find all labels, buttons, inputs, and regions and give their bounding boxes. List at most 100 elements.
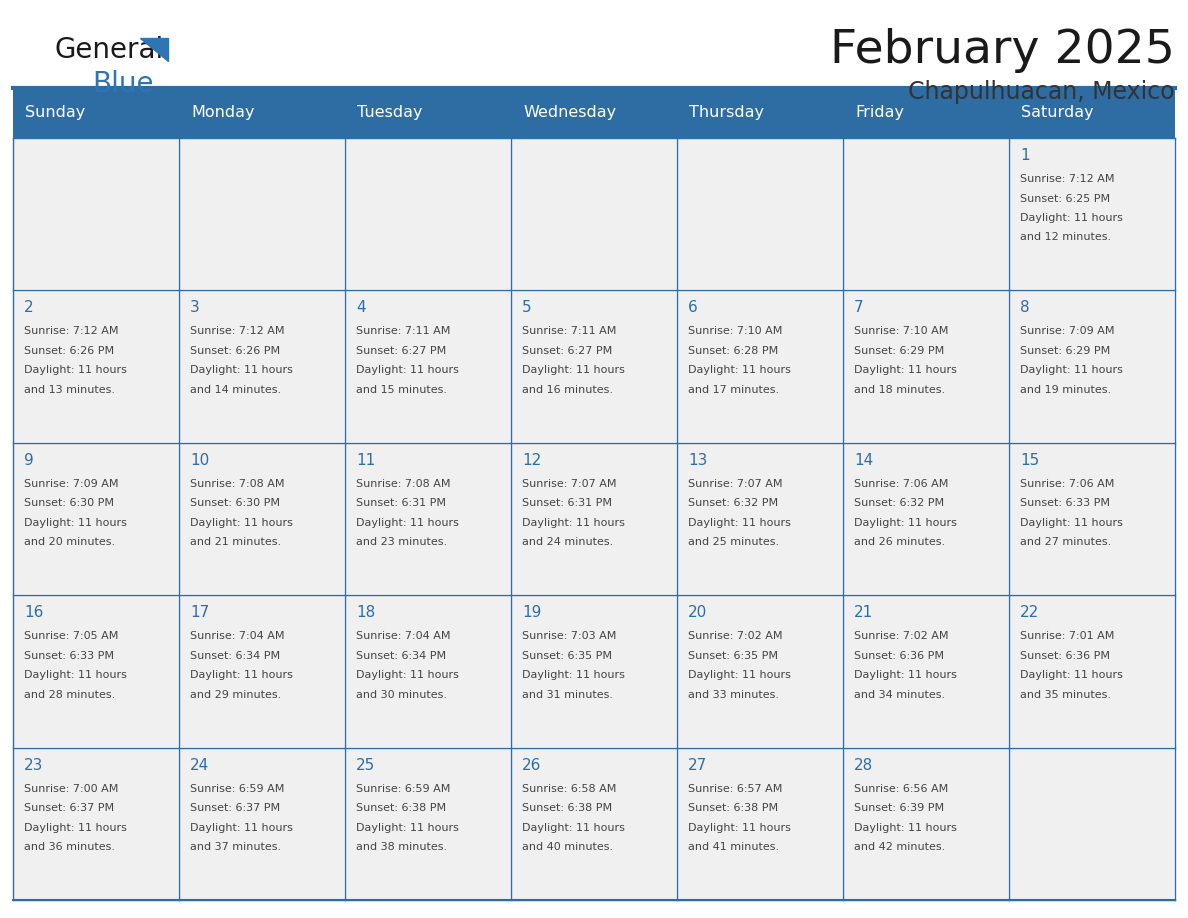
Bar	[843, 595, 1009, 747]
Text: Sunset: 6:34 PM: Sunset: 6:34 PM	[356, 651, 447, 661]
Text: Chapulhuacan, Mexico: Chapulhuacan, Mexico	[909, 80, 1175, 104]
Bar	[179, 290, 345, 442]
Text: Monday: Monday	[191, 106, 254, 120]
Text: and 29 minutes.: and 29 minutes.	[190, 689, 282, 700]
Text: Sunset: 6:35 PM: Sunset: 6:35 PM	[522, 651, 612, 661]
Text: 4: 4	[356, 300, 366, 316]
Text: Sunset: 6:29 PM: Sunset: 6:29 PM	[854, 346, 944, 356]
Text: and 20 minutes.: and 20 minutes.	[24, 537, 115, 547]
Text: Sunset: 6:32 PM: Sunset: 6:32 PM	[854, 498, 944, 509]
Text: 1: 1	[1020, 148, 1030, 163]
Text: Daylight: 11 hours: Daylight: 11 hours	[688, 518, 791, 528]
Text: Daylight: 11 hours: Daylight: 11 hours	[24, 518, 127, 528]
Text: Sunrise: 7:12 AM: Sunrise: 7:12 AM	[1020, 174, 1114, 184]
Bar	[677, 442, 843, 595]
Text: Sunset: 6:27 PM: Sunset: 6:27 PM	[522, 346, 612, 356]
Text: Sunrise: 6:57 AM: Sunrise: 6:57 AM	[688, 784, 783, 793]
Text: Daylight: 11 hours: Daylight: 11 hours	[854, 670, 956, 680]
Text: 7: 7	[854, 300, 864, 316]
Text: Daylight: 11 hours: Daylight: 11 hours	[522, 365, 625, 375]
Text: Sunrise: 7:07 AM: Sunrise: 7:07 AM	[522, 479, 617, 488]
Text: and 36 minutes.: and 36 minutes.	[24, 842, 115, 852]
Text: and 26 minutes.: and 26 minutes.	[854, 537, 946, 547]
Text: Sunset: 6:37 PM: Sunset: 6:37 PM	[24, 803, 114, 813]
Polygon shape	[140, 38, 168, 61]
Text: Daylight: 11 hours: Daylight: 11 hours	[522, 670, 625, 680]
Text: 21: 21	[854, 605, 873, 621]
Text: and 37 minutes.: and 37 minutes.	[190, 842, 282, 852]
Text: Sunrise: 7:08 AM: Sunrise: 7:08 AM	[356, 479, 450, 488]
Text: Sunset: 6:26 PM: Sunset: 6:26 PM	[190, 346, 280, 356]
Bar	[677, 747, 843, 900]
Text: Sunset: 6:36 PM: Sunset: 6:36 PM	[854, 651, 944, 661]
Text: Sunset: 6:37 PM: Sunset: 6:37 PM	[190, 803, 280, 813]
Text: Daylight: 11 hours: Daylight: 11 hours	[190, 670, 293, 680]
Text: Thursday: Thursday	[689, 106, 764, 120]
Text: 20: 20	[688, 605, 707, 621]
Bar	[345, 290, 511, 442]
Text: Daylight: 11 hours: Daylight: 11 hours	[190, 365, 293, 375]
Text: Sunrise: 7:03 AM: Sunrise: 7:03 AM	[522, 632, 617, 641]
Bar	[677, 290, 843, 442]
Text: and 17 minutes.: and 17 minutes.	[688, 385, 779, 395]
Bar	[345, 442, 511, 595]
Text: 10: 10	[190, 453, 209, 468]
Text: Sunrise: 7:07 AM: Sunrise: 7:07 AM	[688, 479, 783, 488]
Text: and 18 minutes.: and 18 minutes.	[854, 385, 946, 395]
Text: Daylight: 11 hours: Daylight: 11 hours	[522, 823, 625, 833]
Text: 5: 5	[522, 300, 531, 316]
Text: 6: 6	[688, 300, 697, 316]
Text: and 23 minutes.: and 23 minutes.	[356, 537, 447, 547]
Text: 14: 14	[854, 453, 873, 468]
Bar	[843, 442, 1009, 595]
Text: Sunset: 6:34 PM: Sunset: 6:34 PM	[190, 651, 280, 661]
Bar	[511, 442, 677, 595]
Text: and 34 minutes.: and 34 minutes.	[854, 689, 946, 700]
Text: and 13 minutes.: and 13 minutes.	[24, 385, 115, 395]
Text: Daylight: 11 hours: Daylight: 11 hours	[688, 365, 791, 375]
Text: Daylight: 11 hours: Daylight: 11 hours	[522, 518, 625, 528]
Text: Sunset: 6:38 PM: Sunset: 6:38 PM	[522, 803, 612, 813]
Bar	[179, 747, 345, 900]
Text: Daylight: 11 hours: Daylight: 11 hours	[1020, 670, 1123, 680]
Text: 24: 24	[190, 757, 209, 773]
Text: Daylight: 11 hours: Daylight: 11 hours	[688, 670, 791, 680]
Text: 16: 16	[24, 605, 44, 621]
Text: Tuesday: Tuesday	[358, 106, 423, 120]
Bar	[511, 138, 677, 290]
Text: Sunrise: 7:08 AM: Sunrise: 7:08 AM	[190, 479, 284, 488]
Text: Sunrise: 7:04 AM: Sunrise: 7:04 AM	[190, 632, 284, 641]
Text: Sunrise: 7:09 AM: Sunrise: 7:09 AM	[24, 479, 119, 488]
Text: Sunrise: 7:06 AM: Sunrise: 7:06 AM	[1020, 479, 1114, 488]
Bar	[511, 747, 677, 900]
Bar	[843, 747, 1009, 900]
Text: Sunrise: 7:12 AM: Sunrise: 7:12 AM	[190, 327, 284, 336]
Text: Sunset: 6:33 PM: Sunset: 6:33 PM	[24, 651, 114, 661]
Text: Sunset: 6:28 PM: Sunset: 6:28 PM	[688, 346, 778, 356]
Text: 23: 23	[24, 757, 44, 773]
Bar	[345, 595, 511, 747]
Bar	[511, 595, 677, 747]
Text: Sunset: 6:33 PM: Sunset: 6:33 PM	[1020, 498, 1110, 509]
Text: Sunset: 6:26 PM: Sunset: 6:26 PM	[24, 346, 114, 356]
Text: 9: 9	[24, 453, 33, 468]
Text: Daylight: 11 hours: Daylight: 11 hours	[24, 670, 127, 680]
Text: Daylight: 11 hours: Daylight: 11 hours	[24, 365, 127, 375]
Text: Daylight: 11 hours: Daylight: 11 hours	[190, 823, 293, 833]
Text: Daylight: 11 hours: Daylight: 11 hours	[854, 823, 956, 833]
Text: Sunrise: 7:10 AM: Sunrise: 7:10 AM	[688, 327, 783, 336]
Text: Sunset: 6:31 PM: Sunset: 6:31 PM	[356, 498, 446, 509]
Text: Sunrise: 6:59 AM: Sunrise: 6:59 AM	[356, 784, 450, 793]
Text: and 12 minutes.: and 12 minutes.	[1020, 232, 1111, 242]
Text: Sunrise: 6:59 AM: Sunrise: 6:59 AM	[190, 784, 284, 793]
Text: Blue: Blue	[91, 70, 153, 98]
Text: Sunset: 6:31 PM: Sunset: 6:31 PM	[522, 498, 612, 509]
Text: Daylight: 11 hours: Daylight: 11 hours	[356, 518, 459, 528]
Text: Daylight: 11 hours: Daylight: 11 hours	[1020, 518, 1123, 528]
Text: Sunrise: 7:02 AM: Sunrise: 7:02 AM	[688, 632, 783, 641]
Text: February 2025: February 2025	[830, 28, 1175, 73]
Bar	[13, 138, 179, 290]
Text: Wednesday: Wednesday	[523, 106, 617, 120]
Text: Daylight: 11 hours: Daylight: 11 hours	[854, 365, 956, 375]
Text: 25: 25	[356, 757, 375, 773]
